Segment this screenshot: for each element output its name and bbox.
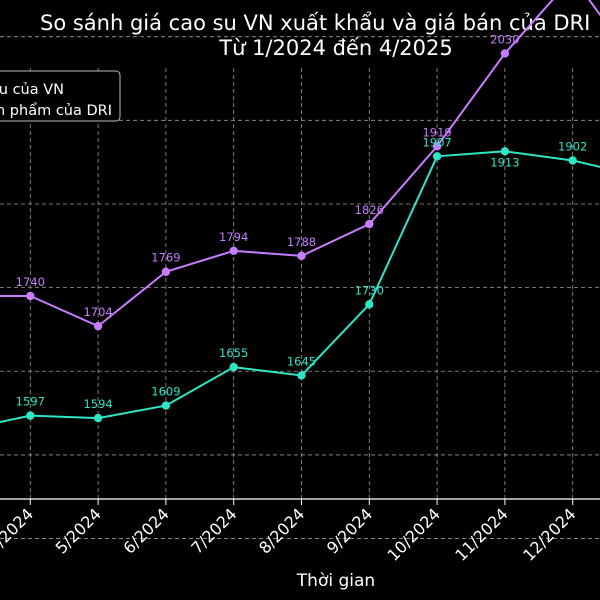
x-tick-label: 9/2024 xyxy=(323,504,376,557)
data-label: 1907 xyxy=(422,135,451,149)
x-tick-label: 8/2024 xyxy=(255,504,308,557)
data-point xyxy=(161,267,171,276)
data-point xyxy=(297,251,306,261)
legend-entry: Giá bán thành phẩm của DRI xyxy=(0,102,112,119)
data-point xyxy=(432,152,442,161)
data-label: 1902 xyxy=(558,139,587,153)
data-point xyxy=(500,147,510,156)
data-label: 1826 xyxy=(355,203,384,217)
data-point xyxy=(365,300,374,309)
x-tick-label: 12/2024 xyxy=(519,504,579,564)
data-label: 1655 xyxy=(219,346,248,360)
x-tick-label: 10/2024 xyxy=(383,504,443,564)
data-label: 1788 xyxy=(287,235,316,249)
data-point xyxy=(161,401,171,410)
data-label: 1794 xyxy=(219,230,248,244)
data-point xyxy=(93,413,103,423)
data-point xyxy=(93,321,103,331)
data-label: 1913 xyxy=(490,155,519,169)
chart-title-line2: Từ 1/2024 đến 4/2025 xyxy=(218,36,452,60)
data-label: 1645 xyxy=(287,354,316,368)
data-label: 1919 xyxy=(422,125,451,139)
data-label: 1769 xyxy=(151,251,180,265)
x-tick-label: 5/2024 xyxy=(52,504,105,557)
data-label: 1740 xyxy=(16,275,45,289)
series-line-2 xyxy=(0,150,600,423)
legend-box xyxy=(0,70,121,122)
x-tick-label: 4/2024 xyxy=(0,504,37,557)
data-point xyxy=(229,362,238,372)
data-label: 2030 xyxy=(490,32,519,46)
series-group: 1740170417691794178818261919203021211597… xyxy=(0,0,600,423)
x-tick-label: 7/2024 xyxy=(187,504,240,557)
grid-lines xyxy=(0,36,600,539)
data-label: 1609 xyxy=(151,385,180,399)
data-point xyxy=(229,246,238,256)
data-point xyxy=(568,156,577,165)
data-label: 1597 xyxy=(16,395,45,409)
x-tick-label: 11/2024 xyxy=(451,504,511,564)
data-point xyxy=(365,219,374,229)
x-tick-label: 6/2024 xyxy=(119,504,172,557)
legend-entry: Giá cao su của VN xyxy=(0,82,64,98)
x-axis-label: Thời gian xyxy=(296,571,375,591)
data-point xyxy=(297,371,306,380)
data-point xyxy=(432,142,442,151)
chart-title-line1: So sánh giá cao su VN xuất khẩu và giá b… xyxy=(40,11,590,35)
data-label: 1730 xyxy=(355,283,384,297)
data-point xyxy=(26,411,35,420)
legend: Giá cao su của VN Giá bán thành phẩm của … xyxy=(0,70,121,122)
data-point xyxy=(500,49,510,58)
data-point xyxy=(26,291,35,301)
data-label: 1704 xyxy=(83,305,112,319)
data-label: 1594 xyxy=(83,397,112,411)
x-tick-group: 4/2024 5/2024 6/2024 7/2024 8/2024 9/2024 10/2… xyxy=(0,499,580,565)
